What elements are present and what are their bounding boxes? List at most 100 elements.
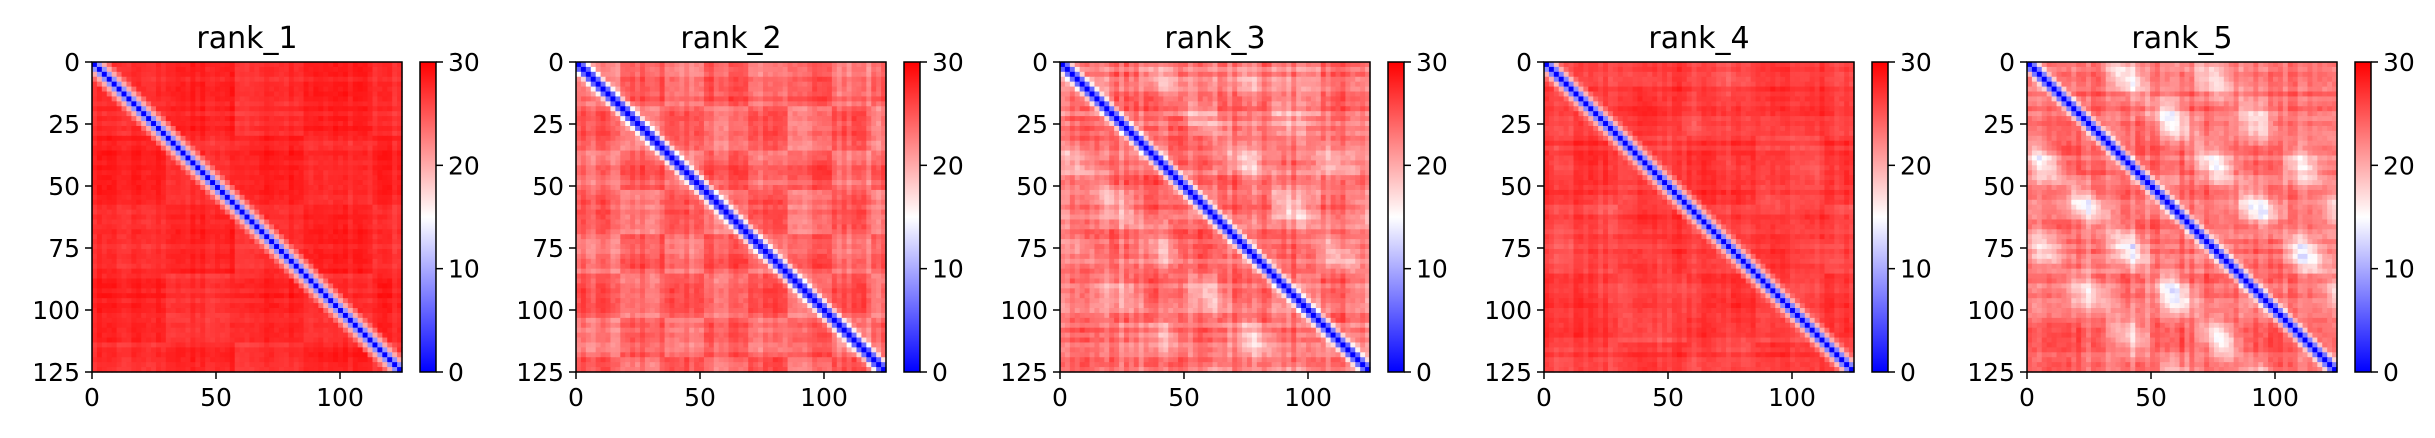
heatmap-cell — [264, 131, 270, 137]
heatmap-cell — [259, 190, 265, 196]
heatmap-cell — [630, 77, 636, 83]
heatmap-cell — [724, 77, 730, 83]
heatmap-cell — [313, 318, 319, 324]
heatmap-cell — [333, 288, 339, 294]
heatmap-cell — [136, 160, 142, 166]
heatmap-cell — [753, 72, 759, 78]
heatmap-cell — [97, 323, 103, 329]
heatmap-cell — [102, 269, 108, 275]
heatmap-cell — [353, 92, 359, 98]
heatmap-cell — [294, 175, 300, 181]
heatmap-cell — [318, 269, 324, 275]
heatmap-cell — [249, 342, 255, 348]
heatmap-cell — [783, 136, 789, 142]
heatmap-cell — [122, 293, 128, 299]
heatmap-cell — [832, 101, 838, 107]
heatmap-cell — [254, 249, 260, 255]
heatmap-cell — [92, 323, 98, 329]
heatmap-cell — [245, 195, 251, 201]
heatmap-cell — [166, 106, 172, 112]
heatmap-cell — [363, 323, 369, 329]
heatmap-cell — [136, 362, 142, 368]
heatmap-cell — [753, 131, 759, 137]
heatmap-cell — [279, 328, 285, 334]
heatmap-cell — [392, 318, 398, 324]
heatmap-cell — [136, 96, 142, 102]
heatmap-cell — [141, 77, 147, 83]
heatmap-cell — [215, 279, 221, 285]
heatmap-cell — [294, 293, 300, 299]
heatmap-cell — [832, 111, 838, 117]
heatmap-cell — [245, 283, 251, 289]
heatmap-cell — [284, 283, 290, 289]
heatmap-cell — [230, 195, 236, 201]
heatmap-cell — [299, 165, 305, 171]
heatmap-cell — [161, 131, 167, 137]
heatmap-cell — [181, 318, 187, 324]
heatmap-cell — [107, 234, 113, 240]
heatmap-cell — [309, 283, 315, 289]
heatmap-cell — [358, 229, 364, 235]
heatmap-cell — [294, 155, 300, 161]
heatmap-cell — [122, 318, 128, 324]
heatmap-cell — [807, 131, 813, 137]
heatmap-cell — [615, 67, 621, 73]
heatmap-cell — [200, 215, 206, 221]
heatmap-cell — [97, 244, 103, 250]
heatmap-cell — [97, 165, 103, 171]
heatmap-cell — [348, 219, 354, 225]
heatmap-cell — [264, 347, 270, 353]
heatmap-cell — [176, 155, 182, 161]
heatmap-cell — [729, 121, 735, 127]
heatmap-cell — [259, 333, 265, 339]
heatmap-cell — [289, 264, 295, 270]
heatmap-cell — [146, 303, 152, 309]
heatmap-cell — [309, 67, 315, 73]
heatmap-cell — [264, 96, 270, 102]
heatmap-cell — [299, 210, 305, 216]
heatmap-cell — [205, 347, 211, 353]
heatmap-cell — [807, 111, 813, 117]
heatmap-cell — [348, 362, 354, 368]
heatmap-cell — [392, 254, 398, 260]
heatmap-cell — [793, 111, 799, 117]
heatmap-cell — [254, 121, 260, 127]
heatmap-cell — [166, 87, 172, 93]
heatmap-cell — [176, 274, 182, 280]
heatmap-cell — [387, 215, 393, 221]
heatmap-cell — [842, 96, 848, 102]
heatmap-cell — [328, 333, 334, 339]
heatmap-cell — [102, 92, 108, 98]
heatmap-cell — [161, 72, 167, 78]
heatmap-cell — [141, 210, 147, 216]
heatmap-cell — [181, 170, 187, 176]
heatmap-cell — [743, 121, 749, 127]
heatmap-cell — [176, 121, 182, 127]
heatmap-cell — [185, 170, 191, 176]
heatmap-cell — [240, 126, 246, 132]
heatmap-cell — [126, 342, 132, 348]
heatmap-cell — [392, 229, 398, 235]
heatmap-cell — [328, 121, 334, 127]
heatmap-cell — [313, 313, 319, 319]
heatmap-cell — [358, 362, 364, 368]
heatmap-cell — [377, 82, 383, 88]
heatmap-cell — [117, 87, 123, 93]
heatmap-cell — [586, 106, 592, 112]
heatmap-cell — [220, 239, 226, 245]
heatmap-cell — [289, 219, 295, 225]
heatmap-cell — [259, 357, 265, 363]
heatmap-cell — [249, 259, 255, 265]
heatmap-cell — [377, 338, 383, 344]
heatmap-cell — [112, 215, 118, 221]
heatmap-cell — [146, 338, 152, 344]
heatmap-cell — [392, 244, 398, 250]
heatmap-cell — [328, 328, 334, 334]
heatmap-cell — [719, 72, 725, 78]
heatmap-cell — [136, 249, 142, 255]
heatmap-cell — [358, 96, 364, 102]
heatmap-cell — [166, 101, 172, 107]
heatmap-cell — [788, 62, 794, 68]
heatmap-cell — [240, 136, 246, 142]
heatmap-cell — [788, 101, 794, 107]
